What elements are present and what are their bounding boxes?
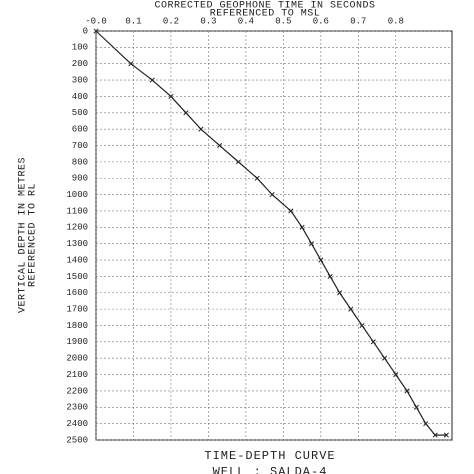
data-marker (235, 159, 241, 165)
y-tick-label: 1200 (66, 223, 88, 233)
y-axis-label: VERTICAL DEPTH IN METRES (18, 157, 29, 313)
x-tick-label: 0.6 (313, 16, 329, 26)
y-tick-label: 1100 (66, 206, 88, 216)
data-marker (327, 273, 333, 279)
data-marker (217, 142, 223, 149)
data-marker (299, 224, 305, 230)
x-tick-label: -0.0 (85, 16, 107, 26)
data-marker (254, 175, 260, 181)
y-tick-label: 600 (72, 125, 88, 135)
y-tick-label: 100 (72, 43, 88, 53)
data-marker (381, 355, 388, 361)
y-tick-label: 300 (72, 75, 88, 85)
y-tick-label: 1400 (66, 255, 88, 265)
data-marker (404, 388, 410, 394)
y-tick-label: 2500 (66, 435, 88, 445)
y-tick-label: 800 (72, 157, 88, 167)
data-line (95, 30, 447, 436)
y-axis-label: REFERENCED TO RL (28, 183, 39, 287)
data-marker (308, 241, 315, 247)
x-tick-label: 0.7 (350, 16, 366, 26)
data-marker (337, 290, 343, 296)
y-tick-label: 1700 (66, 304, 88, 314)
y-tick-label: 1300 (66, 239, 88, 249)
y-tick-label: 1000 (66, 190, 88, 200)
x-tick-label: 0.3 (200, 16, 216, 26)
y-tick-label: 700 (72, 141, 88, 151)
data-marker (128, 61, 134, 67)
y-tick-label: 200 (72, 59, 88, 69)
x-tick-label: 0.2 (163, 16, 179, 26)
data-marker (370, 339, 376, 345)
data-marker (168, 93, 174, 99)
data-marker (318, 257, 324, 263)
x-tick-label: 0.5 (275, 16, 291, 26)
x-tick-label: 0.1 (125, 16, 141, 26)
y-tick-label: 2400 (66, 419, 88, 429)
data-marker (423, 421, 429, 427)
y-tick-label: 1800 (66, 321, 88, 331)
chart-subtitle: REFERENCED TO MSL (210, 9, 321, 20)
data-marker (269, 192, 275, 198)
data-marker (413, 404, 419, 410)
data-marker (149, 77, 155, 83)
data-marker (443, 432, 449, 438)
data-marker (359, 322, 365, 329)
chart-title: CORRECTED GEOPHONE TIME IN SECONDS (154, 1, 375, 12)
data-marker (198, 126, 204, 132)
x-tick-label: 0.4 (238, 16, 254, 26)
y-tick-label: 400 (72, 92, 88, 102)
data-marker (348, 306, 354, 312)
y-tick-label: 500 (72, 108, 88, 118)
y-tick-label: 1500 (66, 272, 88, 282)
caption: TIME-DEPTH CURVE (204, 449, 335, 463)
x-tick-label: 0.8 (388, 16, 404, 26)
caption: WELL : SALDA-4 (213, 465, 328, 474)
y-tick-label: 2000 (66, 354, 88, 364)
y-tick-label: 2200 (66, 386, 88, 396)
data-marker (393, 372, 399, 378)
data-marker (432, 432, 438, 438)
y-tick-label: 900 (72, 174, 88, 184)
y-tick-label: 1900 (66, 337, 88, 347)
data-marker (93, 28, 99, 34)
y-tick-label: 0 (83, 26, 88, 36)
y-tick-label: 1600 (66, 288, 88, 298)
data-marker (288, 208, 294, 214)
data-marker (183, 110, 189, 116)
y-tick-label: 2100 (66, 370, 88, 380)
y-tick-label: 2300 (66, 403, 88, 413)
